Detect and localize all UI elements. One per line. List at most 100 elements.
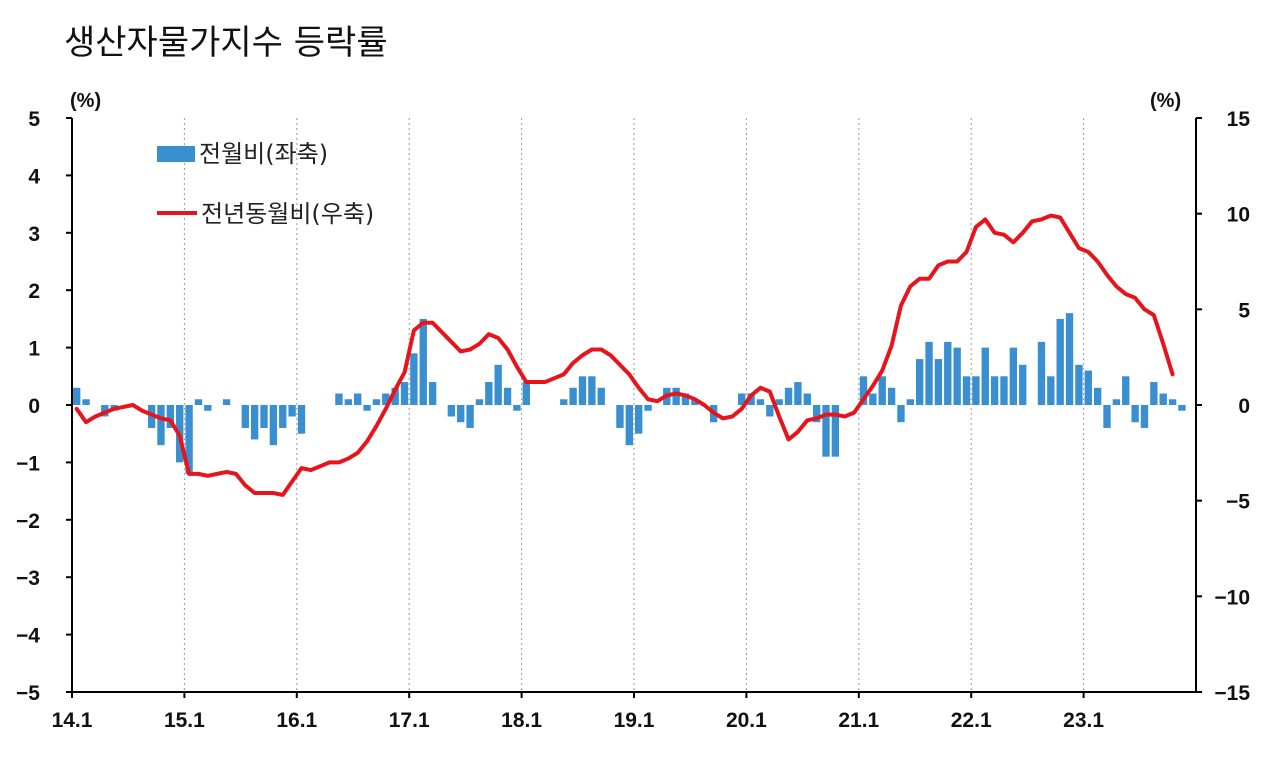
- bar: [1112, 399, 1121, 405]
- bar: [269, 405, 278, 446]
- bar: [822, 405, 830, 457]
- legend-bar-swatch: [157, 146, 195, 162]
- bar: [878, 376, 886, 405]
- bar: [410, 353, 418, 405]
- right-tick-label: 5: [1238, 299, 1250, 322]
- left-tick-label: −3: [16, 567, 40, 590]
- x-tick-label: 17.1: [389, 709, 430, 732]
- bar: [363, 405, 371, 411]
- bar: [1065, 313, 1074, 405]
- bar-series: [73, 313, 1186, 474]
- bar: [204, 405, 212, 411]
- bar: [466, 405, 474, 428]
- bar: [457, 405, 465, 423]
- bar: [82, 399, 90, 405]
- bar: [503, 387, 512, 405]
- x-tick-label: 23.1: [1063, 709, 1104, 732]
- bar: [981, 347, 989, 405]
- bar: [522, 382, 530, 405]
- x-tick-label: 14.1: [52, 709, 93, 732]
- left-tick-label: −1: [16, 452, 40, 475]
- bar: [1168, 399, 1177, 405]
- bar: [672, 387, 680, 405]
- bar: [485, 382, 493, 405]
- bar: [681, 393, 690, 405]
- bar: [1056, 318, 1064, 405]
- bar: [625, 405, 633, 446]
- left-tick-label: 3: [28, 223, 40, 246]
- line-series: [74, 213, 1175, 497]
- bar: [166, 405, 175, 428]
- x-tick-label: 18.1: [501, 709, 542, 732]
- bar: [578, 376, 587, 405]
- left-tick-label: 1: [28, 338, 40, 361]
- bar: [635, 405, 643, 434]
- legend-bar-label: 전월비(좌축): [199, 140, 328, 168]
- bar: [1037, 341, 1046, 405]
- bar: [616, 405, 624, 428]
- x-tick-label: 16.1: [276, 709, 317, 732]
- left-tick-label: 2: [28, 280, 40, 303]
- bar: [588, 376, 596, 405]
- left-tick-label: 0: [28, 395, 40, 418]
- x-tick-label: 21.1: [838, 709, 879, 732]
- left-tick-label: −2: [16, 510, 40, 533]
- bar: [241, 405, 249, 428]
- right-axis-ticks: 15 10 5 0 −5 −10 −15: [1196, 108, 1250, 705]
- left-tick-label: −5: [16, 682, 40, 705]
- bar: [887, 387, 896, 405]
- bar: [906, 399, 914, 405]
- bar: [250, 405, 259, 440]
- bar: [597, 387, 605, 405]
- right-axis-unit: (%): [1150, 90, 1181, 112]
- bar: [494, 364, 502, 405]
- bar: [1093, 387, 1102, 405]
- bar: [560, 399, 568, 405]
- bar: [428, 382, 437, 405]
- bar: [775, 399, 783, 405]
- bar: [335, 393, 343, 405]
- left-axis-ticks: 5 4 3 2 1 0 −1 −2 −3 −4 −5: [16, 108, 72, 705]
- bar: [794, 382, 802, 405]
- left-tick-label: 5: [28, 108, 40, 131]
- bar: [1000, 376, 1008, 405]
- bar: [934, 359, 943, 405]
- bar: [972, 376, 980, 405]
- bar: [260, 405, 268, 428]
- bar: [944, 341, 952, 405]
- bar: [738, 393, 746, 405]
- x-tick-label: 19.1: [614, 709, 655, 732]
- x-tick-label: 22.1: [951, 709, 992, 732]
- bar: [288, 405, 296, 417]
- bar: [400, 382, 409, 405]
- right-tick-label: 0: [1238, 395, 1250, 418]
- legend: 전월비(좌축) 전년동월비(우축): [157, 140, 374, 228]
- bar: [756, 399, 765, 405]
- bar: [897, 405, 905, 423]
- bar: [569, 387, 577, 405]
- bar: [1140, 405, 1149, 428]
- bar: [382, 393, 390, 405]
- left-tick-label: 4: [28, 165, 40, 188]
- right-tick-label: −5: [1226, 491, 1250, 514]
- bar: [859, 376, 868, 405]
- bar: [916, 359, 924, 405]
- bar: [344, 399, 352, 405]
- bar: [747, 393, 755, 405]
- bar: [391, 387, 399, 405]
- bar: [73, 387, 81, 405]
- x-tick-label: 20.1: [726, 709, 767, 732]
- bar: [925, 341, 933, 405]
- bar: [1009, 347, 1018, 405]
- bar: [1131, 405, 1139, 423]
- bar: [419, 318, 427, 405]
- bar: [157, 405, 165, 446]
- bar: [1047, 376, 1055, 405]
- x-axis-ticks: 14.1 15.1 16.1 17.1 18.1 19.1 20.1 21.1 22.1 23.1: [52, 692, 1104, 732]
- right-tick-label: −10: [1214, 586, 1250, 609]
- bar: [279, 405, 287, 428]
- bar: [513, 405, 521, 411]
- bar: [1122, 376, 1130, 405]
- bar: [194, 399, 203, 405]
